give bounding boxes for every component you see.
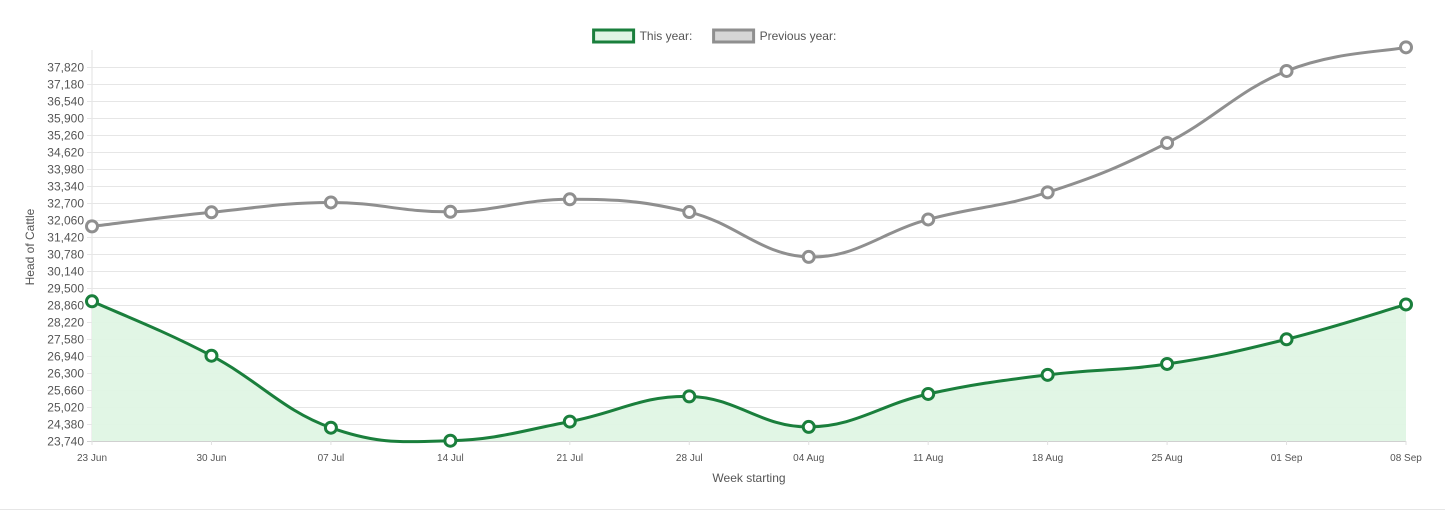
data-point[interactable]: [204, 205, 219, 220]
data-point[interactable]: [85, 294, 99, 309]
data-point[interactable]: [1160, 135, 1175, 150]
x-tick-label: 07 Jul: [318, 453, 345, 464]
y-tick-label: 32,060: [47, 214, 84, 228]
bottom-divider: [0, 509, 1445, 510]
x-tick-label: 30 Jun: [196, 453, 226, 464]
y-tick-label: 27,580: [47, 333, 84, 347]
legend-label: Previous year:: [760, 29, 837, 43]
y-tick-label: 35,260: [47, 129, 84, 143]
series-1: [85, 40, 1413, 264]
x-tick-label: 18 Aug: [1032, 453, 1063, 464]
series-area: [92, 301, 1406, 442]
y-tick-label: 25,020: [47, 401, 84, 415]
series-0: [85, 294, 1413, 448]
y-tick-label: 25,660: [47, 384, 84, 398]
y-tick-label: 33,980: [47, 163, 84, 177]
data-point[interactable]: [921, 212, 936, 227]
y-tick-label: 37,820: [47, 61, 84, 75]
data-point[interactable]: [323, 195, 338, 210]
data-point[interactable]: [801, 249, 816, 264]
data-point[interactable]: [1399, 40, 1413, 55]
data-point[interactable]: [682, 389, 697, 404]
data-point[interactable]: [562, 414, 577, 429]
x-axis-ticks: 23 Jun 30 Jun 07 Jul 14 Jul 21 Jul 28 Jul 04 A…: [77, 441, 1422, 464]
y-tick-label: 28,860: [47, 299, 84, 313]
y-tick-label: 30,780: [47, 248, 84, 262]
data-point[interactable]: [443, 433, 458, 448]
y-axis-ticks: 23,740 24,380 25,020 25,660 26,300 26,940 27,5…: [47, 61, 84, 449]
x-tick-label: 21 Jul: [556, 453, 583, 464]
data-point[interactable]: [1399, 297, 1413, 312]
data-point[interactable]: [562, 192, 577, 207]
data-point[interactable]: [443, 204, 458, 219]
y-axis-title: Head of Cattle: [23, 208, 37, 285]
x-tick-label: 08 Sep: [1390, 453, 1422, 464]
legend: This year: Previous year:: [592, 28, 837, 44]
x-tick-label: 25 Aug: [1152, 453, 1183, 464]
y-tick-label: 34,620: [47, 146, 84, 160]
x-tick-label: 04 Aug: [793, 453, 824, 464]
y-tick-label: 29,500: [47, 282, 84, 296]
x-axis-title: Week starting: [712, 471, 785, 485]
legend-item-1[interactable]: Previous year:: [712, 28, 837, 44]
y-tick-label: 24,380: [47, 418, 84, 432]
y-tick-label: 28,220: [47, 316, 84, 330]
y-tick-label: 26,940: [47, 350, 84, 364]
data-point[interactable]: [1160, 356, 1175, 371]
data-point[interactable]: [921, 386, 936, 401]
y-tick-label: 31,420: [47, 231, 84, 245]
y-tick-label: 23,740: [47, 435, 84, 449]
data-point[interactable]: [1279, 63, 1294, 78]
x-tick-label: 28 Jul: [676, 453, 703, 464]
series-layer: [85, 40, 1413, 448]
y-tick-label: 33,340: [47, 180, 84, 194]
y-tick-label: 32,700: [47, 197, 84, 211]
x-tick-label: 01 Sep: [1271, 453, 1303, 464]
legend-label: This year:: [640, 29, 693, 43]
data-point[interactable]: [1040, 185, 1055, 200]
legend-item-0[interactable]: This year:: [592, 28, 693, 44]
y-tick-label: 26,300: [47, 367, 84, 381]
data-point[interactable]: [323, 420, 338, 435]
data-point[interactable]: [1040, 367, 1055, 382]
x-tick-label: 11 Aug: [913, 453, 943, 464]
y-tick-label: 30,140: [47, 265, 84, 279]
y-tick-label: 36,540: [47, 95, 84, 109]
legend-swatch: [712, 28, 756, 44]
data-point[interactable]: [85, 219, 99, 234]
legend-swatch: [592, 28, 636, 44]
y-tick-label: 37,180: [47, 78, 84, 92]
series-line: [91, 299, 1407, 444]
x-tick-label: 14 Jul: [437, 453, 464, 464]
data-point[interactable]: [801, 419, 816, 434]
x-tick-label: 23 Jun: [77, 453, 107, 464]
data-point[interactable]: [682, 205, 697, 220]
data-point[interactable]: [204, 348, 219, 363]
data-point[interactable]: [1279, 332, 1294, 347]
y-tick-label: 35,900: [47, 112, 84, 126]
